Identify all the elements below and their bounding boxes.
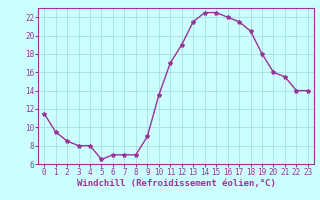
X-axis label: Windchill (Refroidissement éolien,°C): Windchill (Refroidissement éolien,°C) — [76, 179, 276, 188]
